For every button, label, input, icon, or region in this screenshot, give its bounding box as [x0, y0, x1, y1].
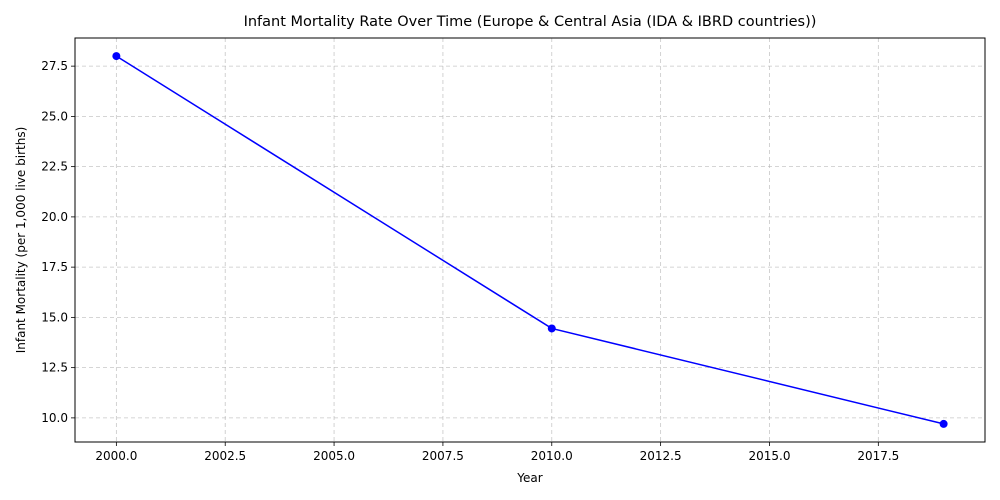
x-tick-label: 2017.5 [857, 449, 899, 463]
y-axis-label: Infant Mortality (per 1,000 live births) [14, 127, 28, 354]
series-line [115, 55, 944, 425]
x-tick-label: 2000.0 [95, 449, 137, 463]
y-tick-label: 10.0 [41, 411, 68, 425]
y-tick-label: 20.0 [41, 210, 68, 224]
chart-title: Infant Mortality Rate Over Time (Europe … [244, 14, 817, 30]
y-tick-label: 27.5 [41, 59, 68, 73]
x-tick-label: 2002.5 [204, 449, 246, 463]
y-tick-label: 12.5 [41, 361, 68, 375]
plot-frame [74, 37, 986, 443]
x-tick-label: 2007.5 [422, 449, 464, 463]
series-group [112, 52, 948, 428]
data-point [939, 419, 948, 428]
x-axis: 2000.0 2002.5 2005.0 2007.5 2010.0 2012.5 2015… [95, 442, 899, 463]
x-tick-label: 2015.0 [748, 449, 790, 463]
x-tick-label: 2012.5 [640, 449, 682, 463]
x-tick-label: 2005.0 [313, 449, 355, 463]
y-tick-label: 17.5 [41, 260, 68, 274]
x-tick-label: 2010.0 [531, 449, 573, 463]
x-axis-label: Year [516, 471, 542, 485]
grid [75, 38, 985, 442]
y-tick-label: 15.0 [41, 310, 68, 324]
y-axis: 10.0 12.5 15.0 17.5 20.0 22.5 25.0 27.5 [41, 59, 75, 425]
data-point [547, 324, 556, 333]
y-tick-label: 25.0 [41, 109, 68, 123]
y-tick-label: 22.5 [41, 160, 68, 174]
data-point [112, 52, 121, 61]
